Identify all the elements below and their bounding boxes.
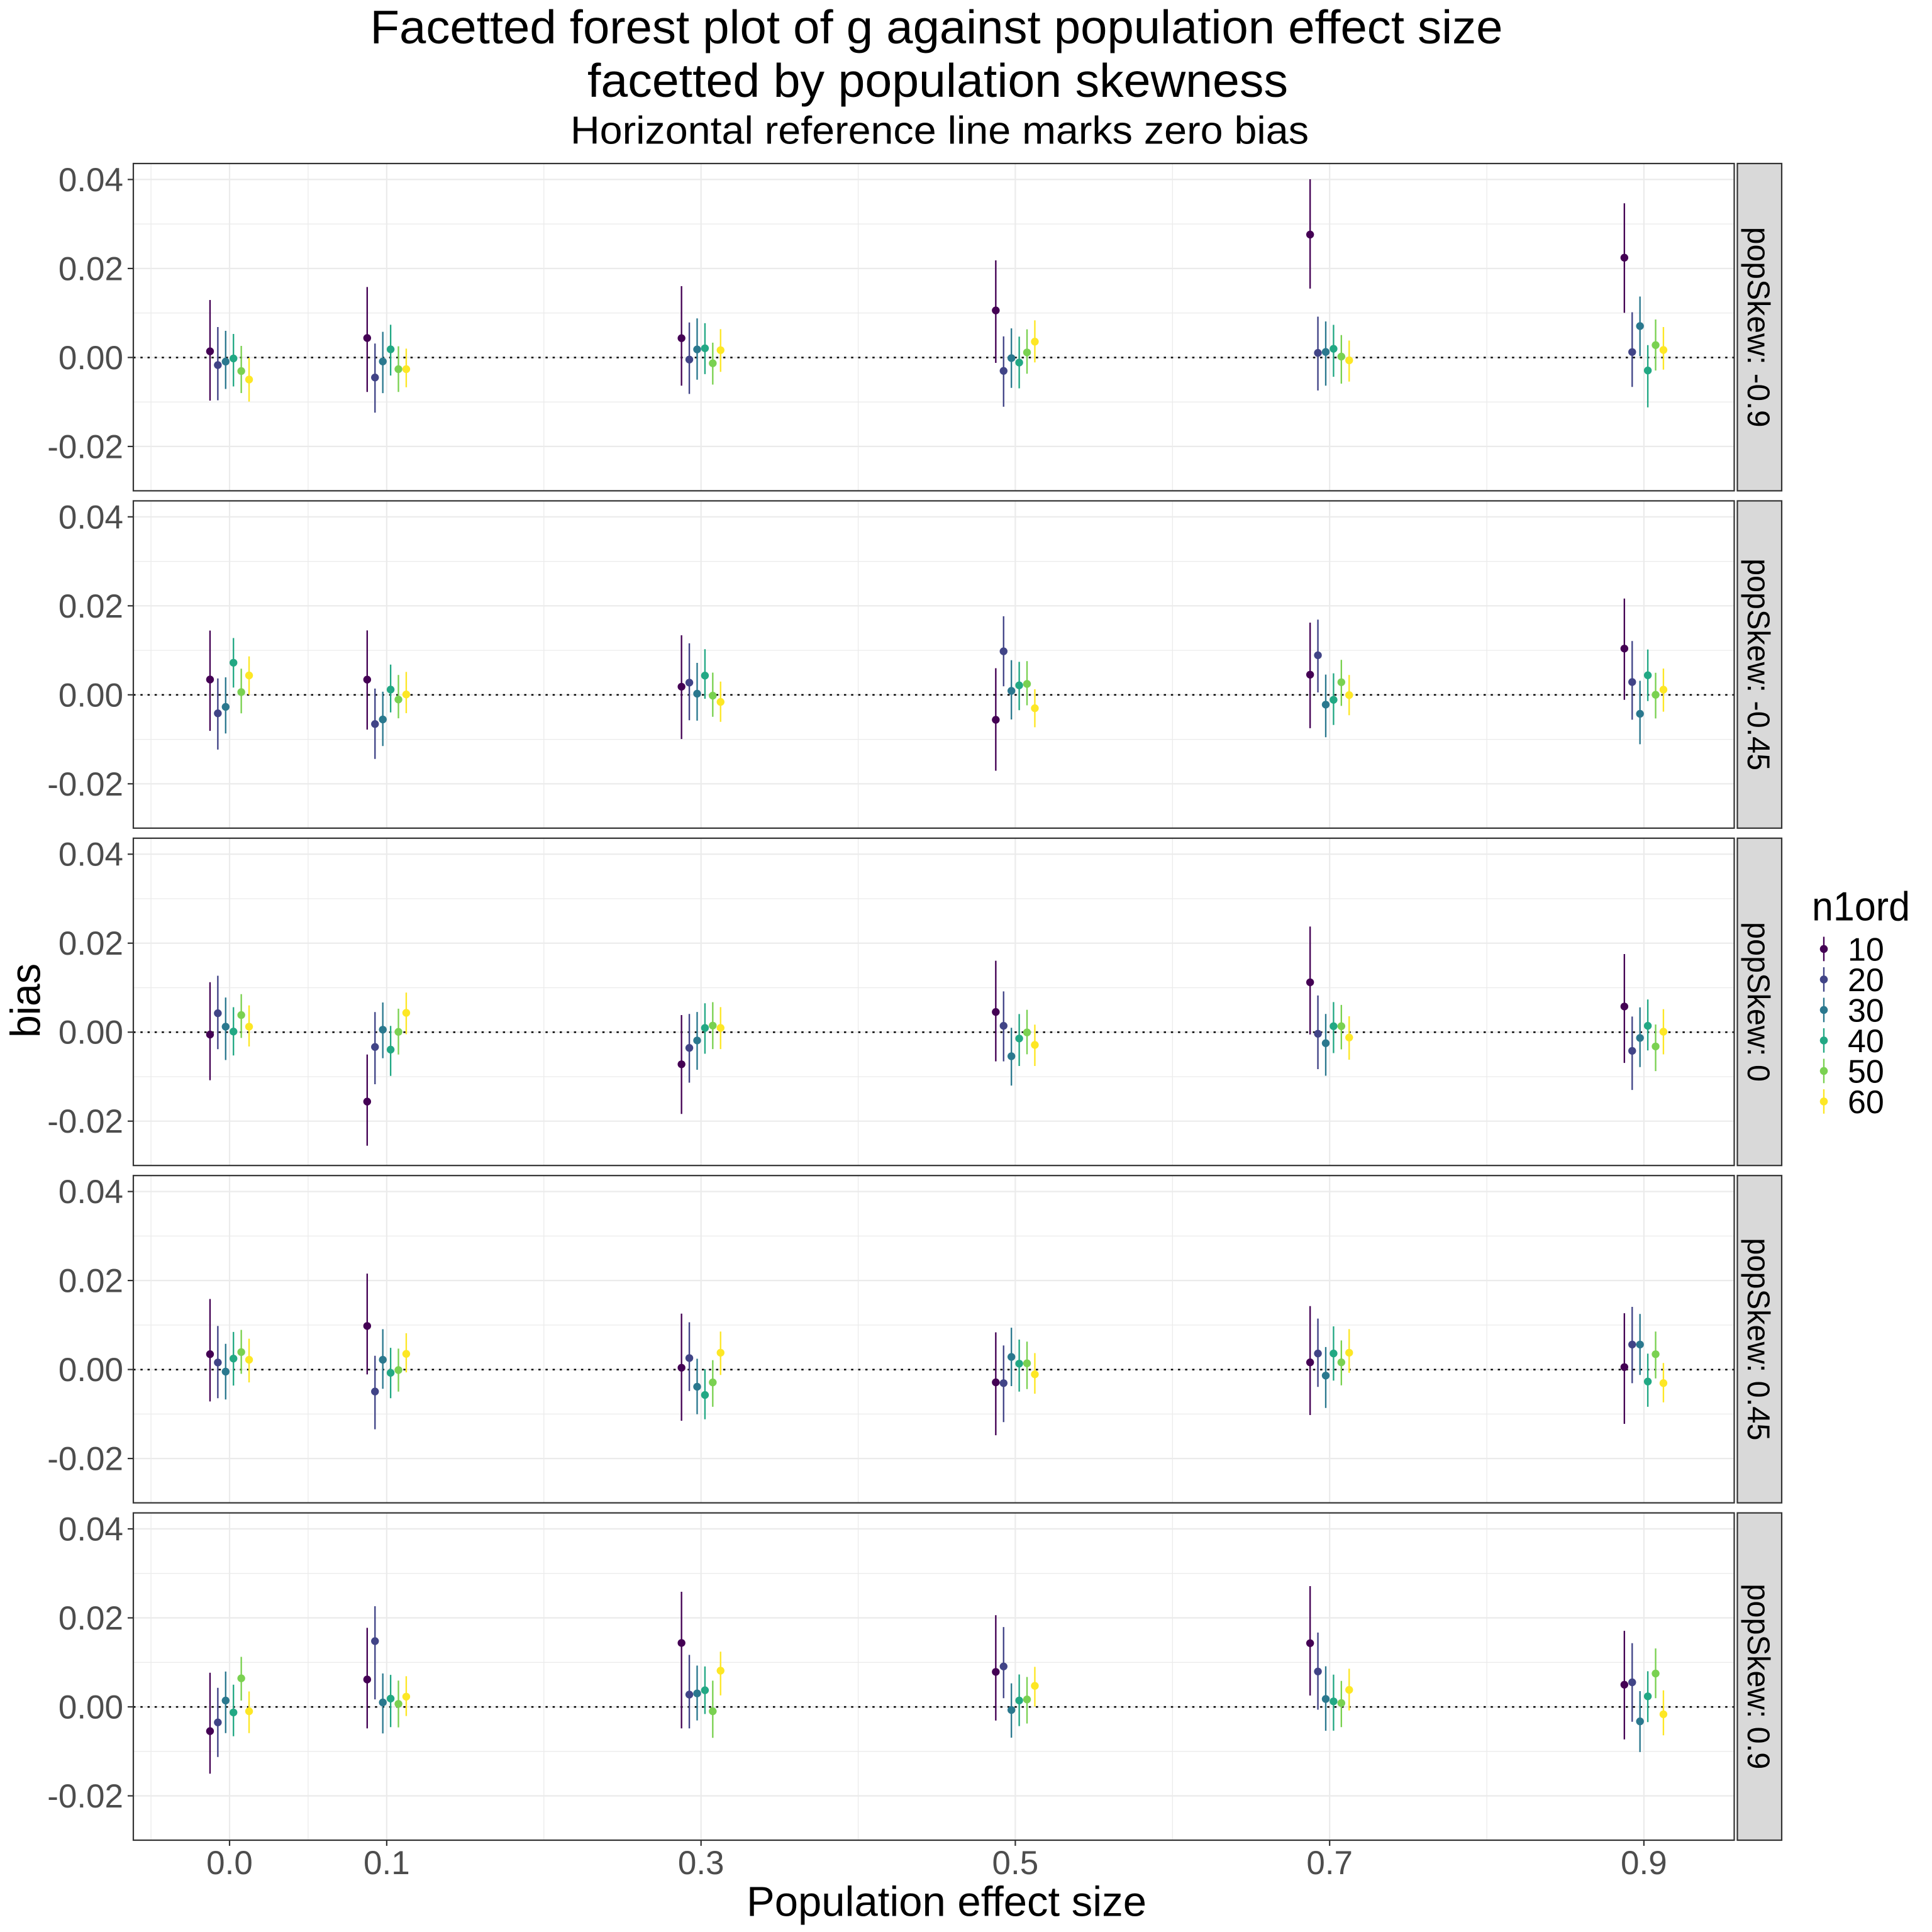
- svg-text:0.04: 0.04: [58, 162, 123, 199]
- svg-text:0.3: 0.3: [678, 1845, 724, 1882]
- svg-text:0.9: 0.9: [1621, 1845, 1667, 1882]
- svg-text:0.1: 0.1: [364, 1845, 410, 1882]
- svg-text:0.0: 0.0: [206, 1845, 253, 1882]
- svg-text:n1ord: n1ord: [1812, 883, 1910, 929]
- svg-text:popSkew: -0.9: popSkew: -0.9: [1741, 227, 1776, 428]
- svg-text:-0.02: -0.02: [47, 1103, 123, 1140]
- svg-text:40: 40: [1848, 1023, 1884, 1060]
- svg-text:-0.02: -0.02: [47, 428, 123, 465]
- svg-text:0.7: 0.7: [1306, 1845, 1353, 1882]
- svg-text:20: 20: [1848, 962, 1884, 999]
- svg-text:50: 50: [1848, 1054, 1884, 1091]
- svg-text:0.02: 0.02: [58, 1263, 123, 1300]
- svg-text:-0.02: -0.02: [47, 766, 123, 803]
- svg-text:0.02: 0.02: [58, 1600, 123, 1637]
- svg-text:0.02: 0.02: [58, 250, 123, 287]
- svg-text:popSkew: 0.45: popSkew: 0.45: [1741, 1238, 1776, 1440]
- svg-text:0.00: 0.00: [58, 340, 123, 377]
- svg-text:0.04: 0.04: [58, 499, 123, 536]
- svg-text:0.00: 0.00: [58, 677, 123, 714]
- svg-text:popSkew: 0.9: popSkew: 0.9: [1741, 1584, 1776, 1769]
- svg-text:0.5: 0.5: [992, 1845, 1039, 1882]
- svg-text:0.02: 0.02: [58, 588, 123, 625]
- svg-text:0.04: 0.04: [58, 836, 123, 874]
- svg-text:facetted by population skewnes: facetted by population skewness: [587, 54, 1288, 107]
- svg-text:Horizontal reference line mark: Horizontal reference line marks zero bia…: [570, 109, 1309, 153]
- svg-text:0.00: 0.00: [58, 1689, 123, 1726]
- svg-text:bias: bias: [2, 963, 49, 1038]
- svg-text:0.02: 0.02: [58, 925, 123, 962]
- svg-text:popSkew: 0: popSkew: 0: [1741, 922, 1776, 1082]
- svg-text:-0.02: -0.02: [47, 1778, 123, 1815]
- svg-text:10: 10: [1848, 932, 1884, 969]
- svg-text:0.04: 0.04: [58, 1174, 123, 1211]
- svg-text:popSkew: -0.45: popSkew: -0.45: [1741, 558, 1776, 770]
- svg-text:0.00: 0.00: [58, 1352, 123, 1389]
- svg-text:30: 30: [1848, 993, 1884, 1030]
- svg-text:0.04: 0.04: [58, 1511, 123, 1548]
- svg-text:0.00: 0.00: [58, 1014, 123, 1052]
- svg-text:60: 60: [1848, 1084, 1884, 1121]
- svg-text:Facetted forest plot of g agai: Facetted forest plot of g against popula…: [370, 1, 1503, 53]
- svg-text:-0.02: -0.02: [47, 1441, 123, 1478]
- svg-text:Population effect size: Population effect size: [747, 1879, 1146, 1926]
